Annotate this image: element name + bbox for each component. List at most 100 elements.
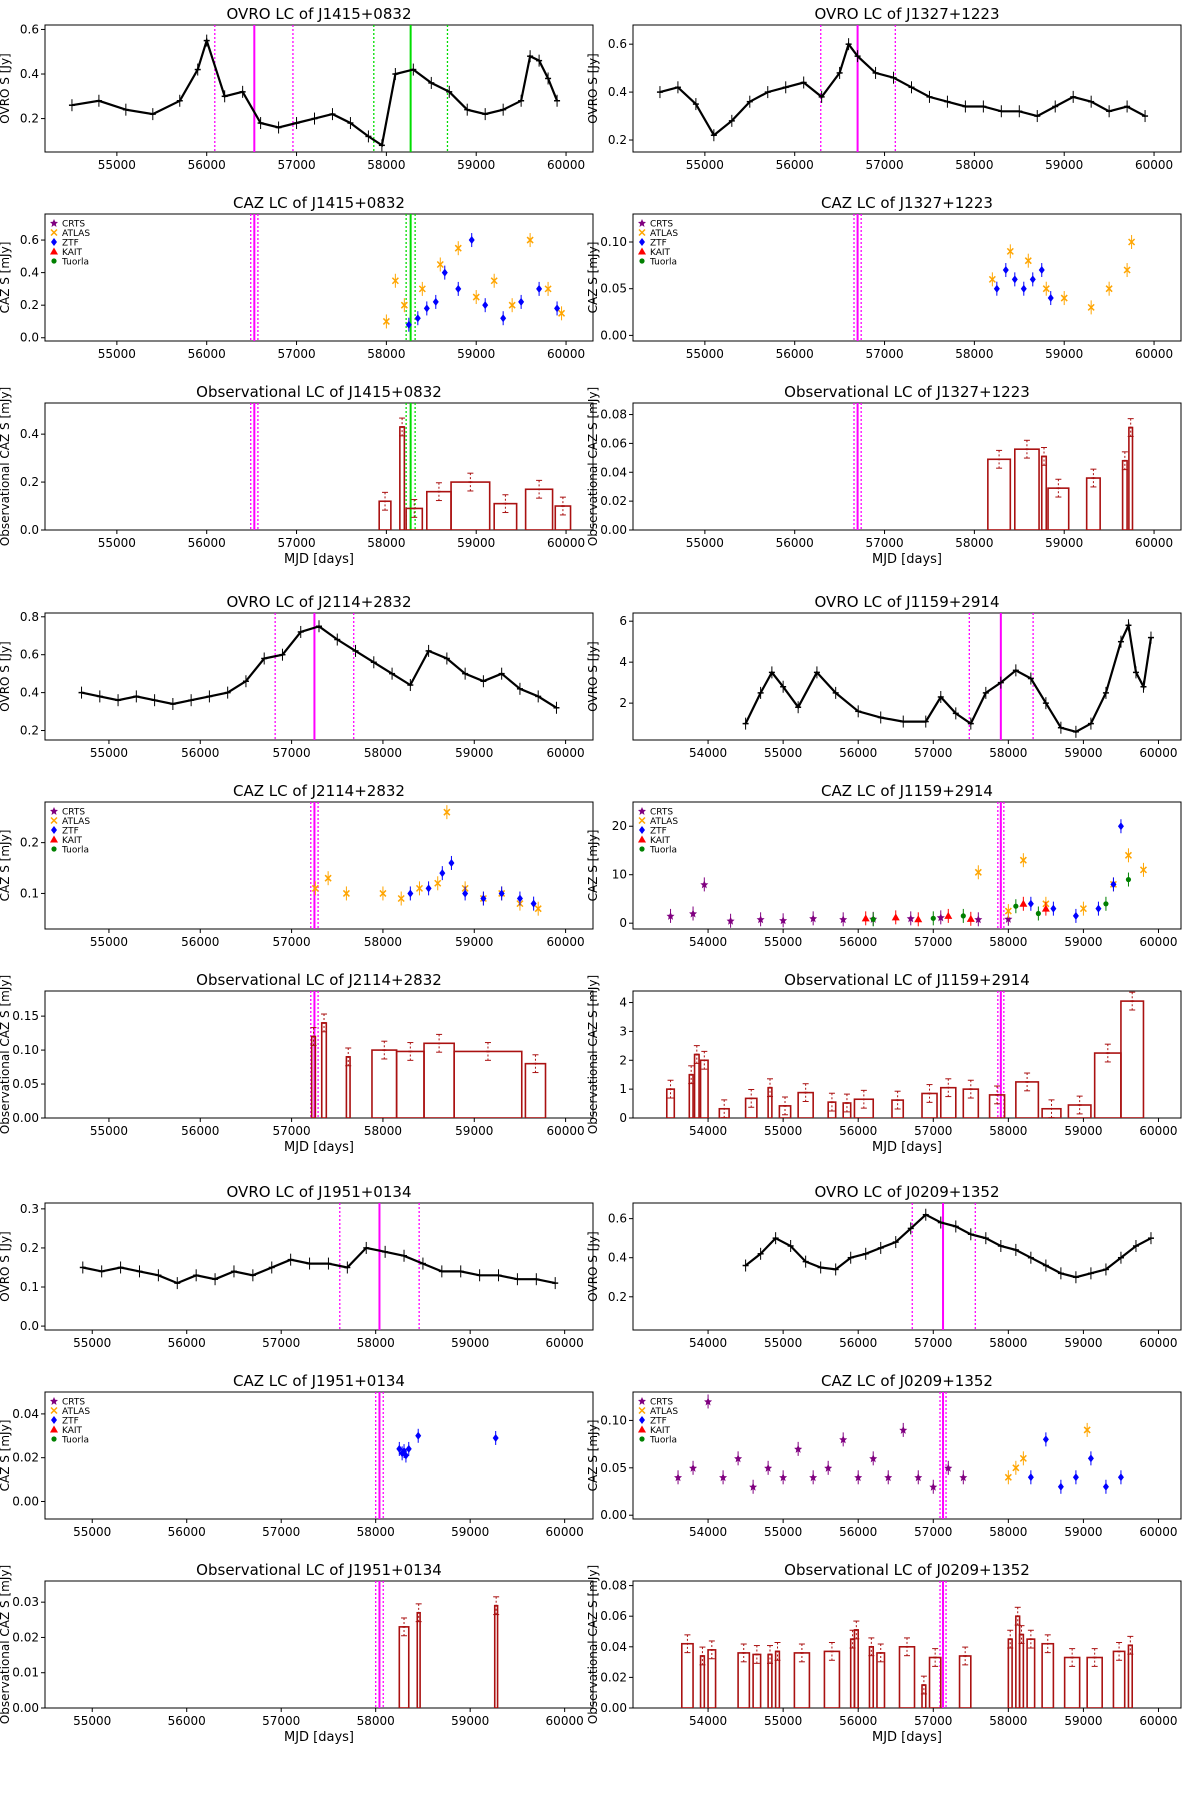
point-ztf-4 [1087, 1454, 1094, 1463]
axes-frame [44, 24, 594, 153]
ovro-point-22 [1102, 686, 1109, 699]
panel-10: Observational LC of J2114+2832 Observatio… [0, 971, 594, 1155]
ovro-point-19 [428, 76, 435, 89]
point-ztf-2 [1011, 275, 1018, 284]
point-ztf-1 [1042, 1435, 1049, 1444]
ovro-point-26 [1140, 680, 1147, 693]
point-ztf-0 [993, 284, 1000, 293]
x-tick-label: 56000 [168, 1525, 206, 1539]
ovro-point-28 [554, 94, 561, 107]
point-ztf-1 [425, 884, 432, 893]
obs-bar-0 [665, 1079, 676, 1118]
x-tick-label: 60000 [1139, 1525, 1177, 1539]
point-atlas-legend [638, 228, 646, 237]
point-atlas-1 [324, 874, 332, 882]
ovro-point-0 [78, 686, 85, 699]
obs-bar-23 [1086, 1648, 1103, 1708]
x-tick-label: 54000 [689, 1525, 727, 1539]
ovro-point-17 [944, 95, 951, 108]
point-atlas-7 [1123, 266, 1131, 274]
x-tick-label: 57000 [865, 536, 903, 550]
x-tick-label: 56000 [188, 347, 226, 361]
point-ztf-legend [51, 1416, 57, 1424]
axes-frame [44, 1580, 594, 1709]
point-ztf-6 [468, 236, 475, 245]
x-axis-label: MJD [days] [284, 552, 354, 567]
x-tick-label: 56000 [188, 158, 226, 172]
y-axis-label: Observational CAZ S [mJy] [586, 387, 600, 546]
obs-bar-12 [876, 1643, 886, 1708]
x-tick-label: 60000 [1139, 1336, 1177, 1350]
axes-frame [44, 1202, 594, 1331]
ovro-point-21 [1057, 1267, 1064, 1280]
x-tick-label: 54000 [689, 746, 727, 760]
y-tick-label: 0.00 [12, 1701, 39, 1715]
ovro-point-20 [998, 105, 1005, 118]
point-crts-3 [719, 1473, 728, 1482]
ovro-point-14 [952, 1220, 959, 1233]
y-tick-label: 0.04 [600, 465, 627, 479]
x-tick-label: 55000 [90, 935, 128, 949]
point-ztf-5 [415, 1431, 422, 1440]
y-tick-label: 4 [619, 996, 627, 1010]
point-crts-1 [689, 909, 698, 918]
obs-bar-11 [868, 1637, 875, 1708]
ovro-point-6 [188, 694, 195, 707]
point-ztf-7 [516, 894, 523, 903]
panel-14: CAZ LC of J1951+0134 CAZ S [mJy] 55000 5600… [0, 1372, 594, 1539]
legend-label-ztf: ZTF [650, 827, 667, 837]
x-tick-label: 59000 [451, 1714, 489, 1728]
x-tick-label: 57000 [277, 347, 315, 361]
point-tuorla-legend [639, 846, 645, 852]
x-tick-label: 58000 [955, 347, 993, 361]
legend-label-atlas: ATLAS [650, 817, 678, 827]
point-crts-4 [756, 915, 765, 924]
ovro-point-1 [95, 94, 102, 107]
point-crts-4 [734, 1454, 743, 1463]
legend-label-tuorla: Tuorla [61, 1436, 89, 1446]
point-ztf-1 [1002, 266, 1009, 275]
point-atlas-0 [311, 884, 319, 892]
ovro-point-16 [370, 656, 377, 669]
y-tick-label: 0.00 [12, 1494, 39, 1508]
y-axis-label: CAZ S [mJy] [586, 242, 600, 314]
x-tick-label: 58000 [989, 1525, 1027, 1539]
obs-bar-1 [415, 1603, 422, 1708]
obs-bar-17 [1015, 1072, 1040, 1118]
point-ztf-5 [1038, 266, 1045, 275]
ovro-point-20 [1072, 725, 1079, 738]
ovro-point-26 [1106, 105, 1113, 118]
ovro-point-1 [757, 1247, 764, 1260]
ovro-point-11 [287, 1253, 294, 1266]
ovro-point-0 [742, 1259, 749, 1272]
x-tick-label: 54000 [689, 935, 727, 949]
point-crts-17 [929, 1482, 938, 1491]
plot-area [375, 1581, 500, 1708]
series-ztf [1027, 819, 1124, 923]
x-tick-label: 59000 [1045, 347, 1083, 361]
point-kait-4 [966, 914, 975, 922]
y-tick-label: 6 [619, 614, 627, 628]
x-axis-label: MJD [days] [872, 552, 942, 567]
ovro-point-21 [464, 103, 471, 116]
point-tuorla-legend [639, 258, 645, 264]
point-atlas-7 [490, 277, 498, 285]
ovro-point-2 [122, 103, 129, 116]
ovro-point-11 [937, 690, 944, 703]
point-atlas-1 [1004, 907, 1012, 915]
x-tick-label: 56000 [776, 536, 814, 550]
ovro-point-15 [363, 1241, 370, 1254]
point-ztf-7 [482, 301, 489, 310]
point-ztf-9 [518, 297, 525, 306]
point-atlas-2 [342, 889, 350, 897]
point-ztf-3 [1072, 1473, 1079, 1482]
x-tick-label: 57000 [914, 1124, 952, 1138]
ovro-point-25 [535, 690, 542, 703]
x-tick-label: 59000 [457, 536, 495, 550]
x-tick-label: 59000 [455, 935, 493, 949]
obs-bar-8 [797, 1083, 814, 1118]
